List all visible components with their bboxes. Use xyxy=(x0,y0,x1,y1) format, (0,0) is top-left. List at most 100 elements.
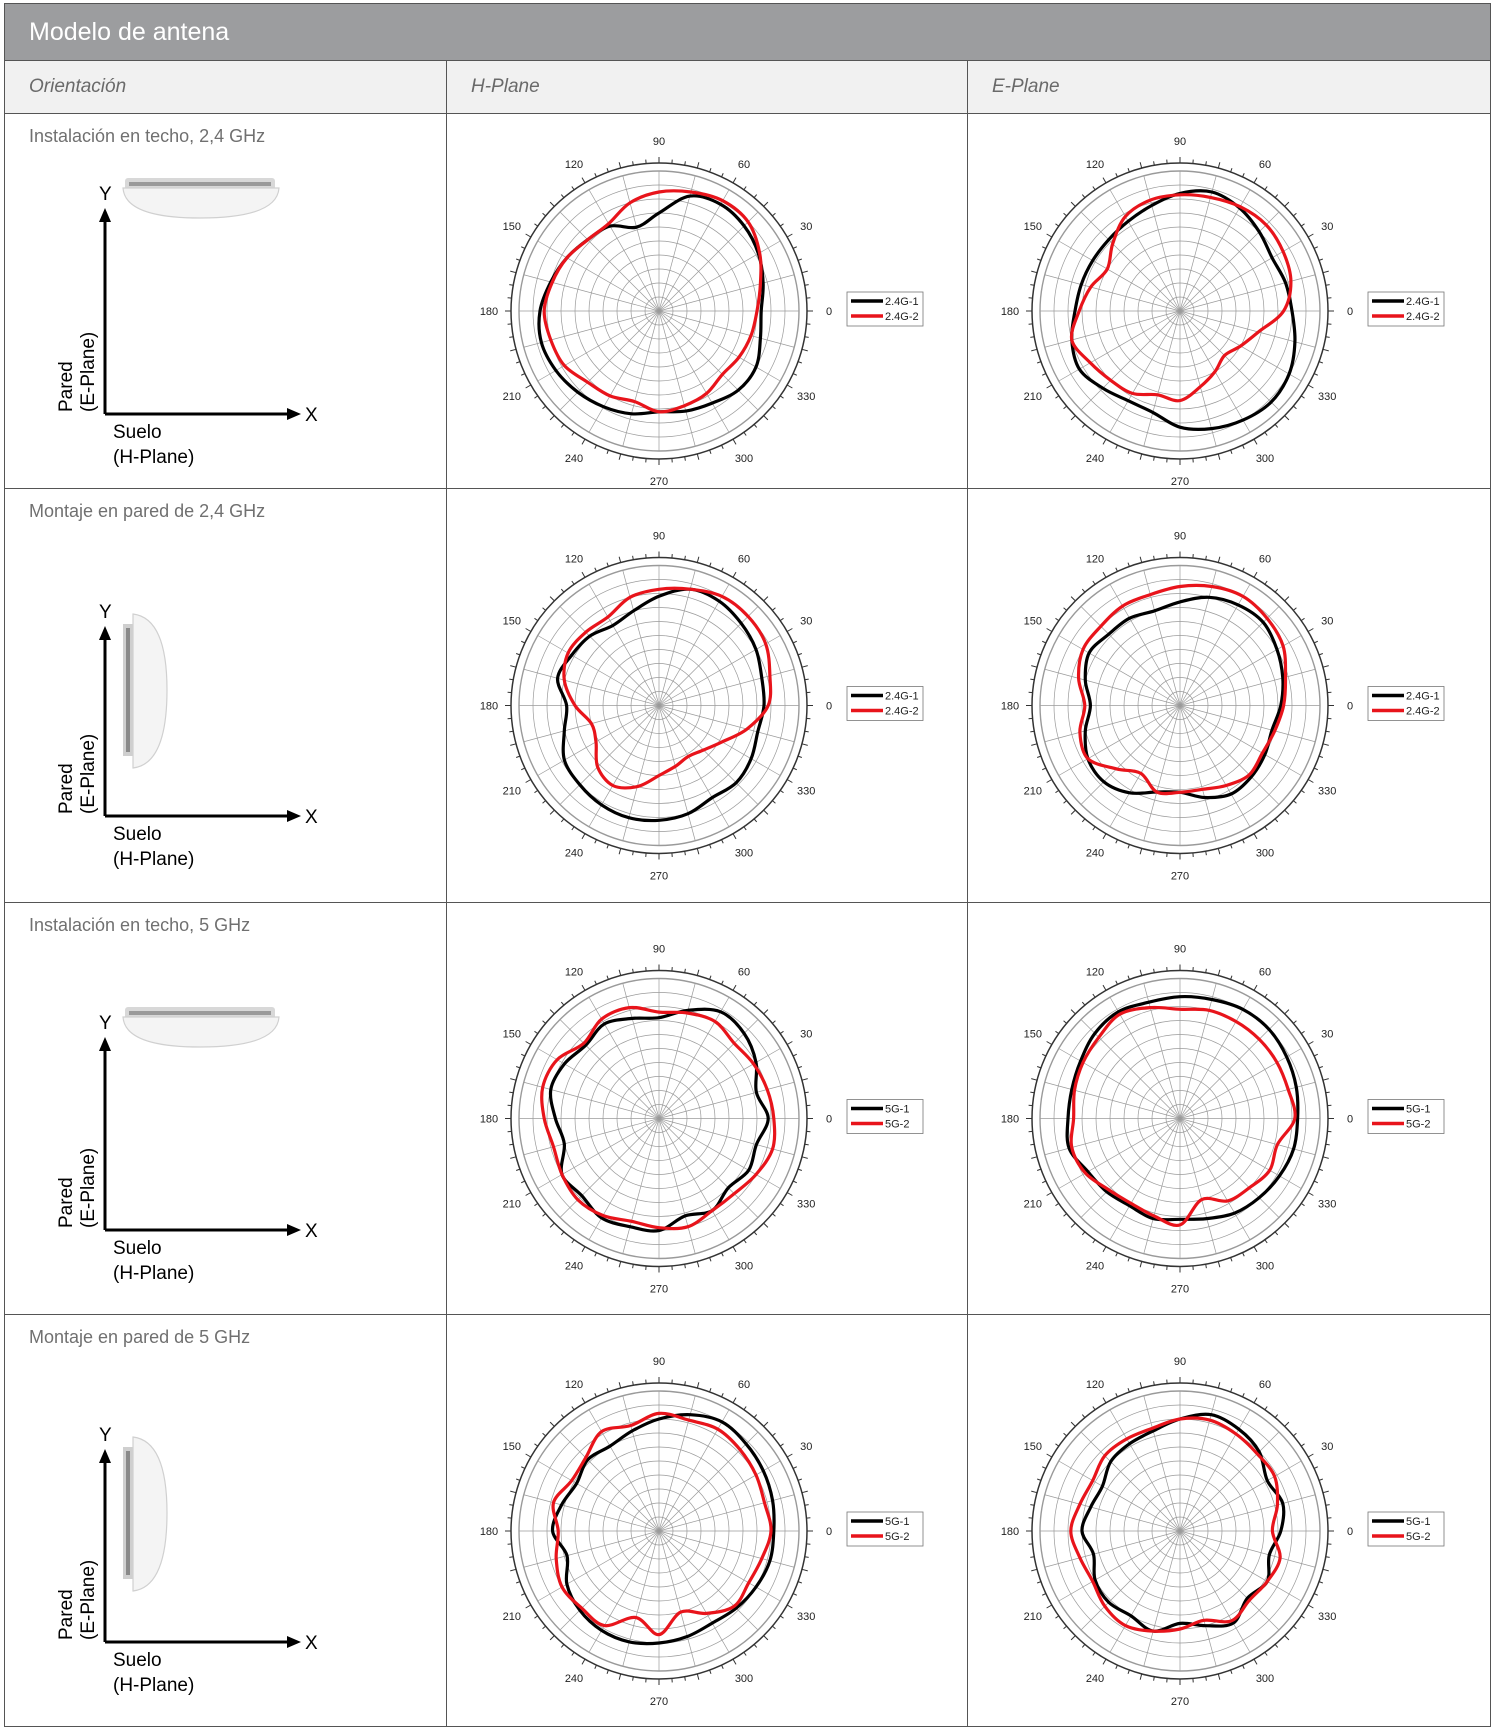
angle-tick-label: 150 xyxy=(1024,1029,1042,1041)
row-label: Instalación en techo, 5 GHz xyxy=(29,915,251,935)
polar-chart-e-plane: 03060901201501802102402703003302.4G-12.4… xyxy=(1001,531,1445,883)
series-line-5G-1 xyxy=(1080,1412,1286,1633)
angle-tick-label: 270 xyxy=(1171,1284,1189,1296)
angle-tick-label: 300 xyxy=(1256,1673,1274,1685)
table-title: Modelo de antena xyxy=(29,18,230,46)
angle-tick-label: 270 xyxy=(650,1284,668,1296)
angle-tick-label: 300 xyxy=(735,848,753,860)
angle-tick-label: 60 xyxy=(1259,159,1271,171)
angle-tick-label: 60 xyxy=(738,159,750,171)
legend-label: 5G-2 xyxy=(885,1119,909,1131)
angle-tick-label: 330 xyxy=(797,391,815,403)
angle-tick-label: 90 xyxy=(653,944,665,956)
legend-label: 2.4G-1 xyxy=(1406,691,1440,703)
angle-tick-label: 270 xyxy=(650,871,668,883)
angle-tick-label: 0 xyxy=(826,1114,832,1126)
row-divider xyxy=(5,488,1490,489)
chart-legend: 2.4G-1 2.4G-2 xyxy=(1367,291,1445,327)
angle-tick-label: 300 xyxy=(1256,1261,1274,1273)
angle-tick-label: 90 xyxy=(1174,944,1186,956)
y-axis-label: Y xyxy=(99,1425,112,1446)
series-line-5G-2 xyxy=(1069,1005,1297,1228)
angle-tick-label: 30 xyxy=(1321,616,1333,628)
angle-tick-label: 60 xyxy=(1259,553,1271,565)
polar-chart-e-plane: 03060901201501802102402703003302.4G-12.4… xyxy=(1001,136,1445,488)
legend-label: 2.4G-1 xyxy=(1406,296,1440,308)
angle-tick-label: 300 xyxy=(735,1261,753,1273)
floor-plane-label: (H-Plane) xyxy=(113,1675,194,1696)
angle-tick-label: 30 xyxy=(800,221,812,233)
angle-tick-label: 120 xyxy=(1086,553,1104,565)
angle-tick-label: 210 xyxy=(1024,391,1042,403)
legend-label: 2.4G-2 xyxy=(885,706,919,718)
angle-tick-label: 90 xyxy=(1174,1356,1186,1368)
angle-tick-label: 30 xyxy=(1321,1029,1333,1041)
chart-legend: 5G-1 5G-2 xyxy=(1367,1099,1445,1134)
angle-tick-label: 210 xyxy=(1024,1199,1042,1211)
angle-tick-label: 30 xyxy=(800,1029,812,1041)
xy-axes xyxy=(99,1449,301,1648)
angle-tick-label: 270 xyxy=(1171,871,1189,883)
angle-tick-label: 210 xyxy=(1024,1611,1042,1623)
angle-tick-label: 90 xyxy=(653,136,665,148)
column-divider xyxy=(967,61,968,1726)
y-axis-label: Y xyxy=(99,1013,112,1034)
angle-tick-label: 120 xyxy=(1086,1379,1104,1391)
chart-legend: 2.4G-1 2.4G-2 xyxy=(846,686,924,721)
polar-chart-h-plane: 0 30 60 90 120 150 180 210 240 270 300 330 5G-1 5G-2 xyxy=(480,1356,924,1708)
legend-label: 2.4G-2 xyxy=(1406,706,1440,718)
x-axis-label: X xyxy=(305,405,318,426)
angle-tick-label: 180 xyxy=(1001,306,1019,318)
angle-tick-label: 60 xyxy=(1259,1379,1271,1391)
row-label: Instalación en techo, 2,4 GHz xyxy=(29,126,266,146)
angle-tick-label: 120 xyxy=(565,553,583,565)
x-axis-label: X xyxy=(305,1221,318,1242)
angle-tick-label: 30 xyxy=(1321,221,1333,233)
angle-tick-label: 210 xyxy=(503,786,521,798)
legend-label: 2.4G-2 xyxy=(885,311,919,323)
polar-grid xyxy=(1026,157,1334,465)
angle-tick-label: 90 xyxy=(1174,136,1186,148)
polar-grid xyxy=(505,551,813,860)
polar-grid xyxy=(505,157,813,465)
angle-tick-label: 30 xyxy=(1321,1441,1333,1453)
angle-tick-label: 150 xyxy=(503,1029,521,1041)
angle-tick-label: 60 xyxy=(738,966,750,978)
orientation-diagram: Y X Pared (E-Plane) Suelo (H-Plane) xyxy=(56,1425,318,1696)
angle-tick-label: 90 xyxy=(653,1356,665,1368)
polar-grid xyxy=(1026,551,1334,860)
angle-tick-label: 180 xyxy=(480,701,498,713)
angle-tick-label: 120 xyxy=(565,966,583,978)
angle-tick-label: 150 xyxy=(1024,616,1042,628)
polar-grid xyxy=(1026,964,1334,1273)
angle-tick-label: 240 xyxy=(565,1673,583,1685)
angle-tick-label: 0 xyxy=(1347,701,1353,713)
row-divider xyxy=(5,1314,1490,1315)
legend-label: 2.4G-1 xyxy=(885,691,919,703)
angle-tick-label: 330 xyxy=(1318,1611,1336,1623)
angle-tick-label: 90 xyxy=(1174,531,1186,543)
series-line-2.4G-2 xyxy=(562,586,773,790)
x-axis-label: X xyxy=(305,807,318,828)
floor-plane-label: (H-Plane) xyxy=(113,849,194,870)
floor-label: Suelo xyxy=(113,1650,162,1671)
legend-label: 5G-1 xyxy=(885,1516,909,1528)
wall-plane-label: (E-Plane) xyxy=(78,734,99,814)
floor-label: Suelo xyxy=(113,824,162,845)
angle-tick-label: 120 xyxy=(1086,159,1104,171)
polar-chart-h-plane: 03060901201501802102402703003302.4G-12.4… xyxy=(480,136,924,488)
series-line-2.4G-2 xyxy=(1076,583,1288,796)
wall-label: Pared xyxy=(56,1589,77,1640)
angle-tick-label: 240 xyxy=(1086,1673,1104,1685)
wall-label: Pared xyxy=(56,763,77,814)
series-line-5G-1 xyxy=(550,1413,776,1646)
angle-tick-label: 210 xyxy=(503,1199,521,1211)
angle-tick-label: 0 xyxy=(1347,306,1353,318)
angle-tick-label: 0 xyxy=(1347,1526,1353,1538)
legend-label: 5G-1 xyxy=(1406,1104,1430,1116)
chart-legend: 2.4G-1 2.4G-2 xyxy=(846,291,924,327)
xy-axes xyxy=(99,626,301,822)
series-line-5G-1 xyxy=(1065,994,1300,1222)
angle-tick-label: 240 xyxy=(1086,848,1104,860)
row-label: Montaje en pared de 5 GHz xyxy=(29,1327,251,1347)
